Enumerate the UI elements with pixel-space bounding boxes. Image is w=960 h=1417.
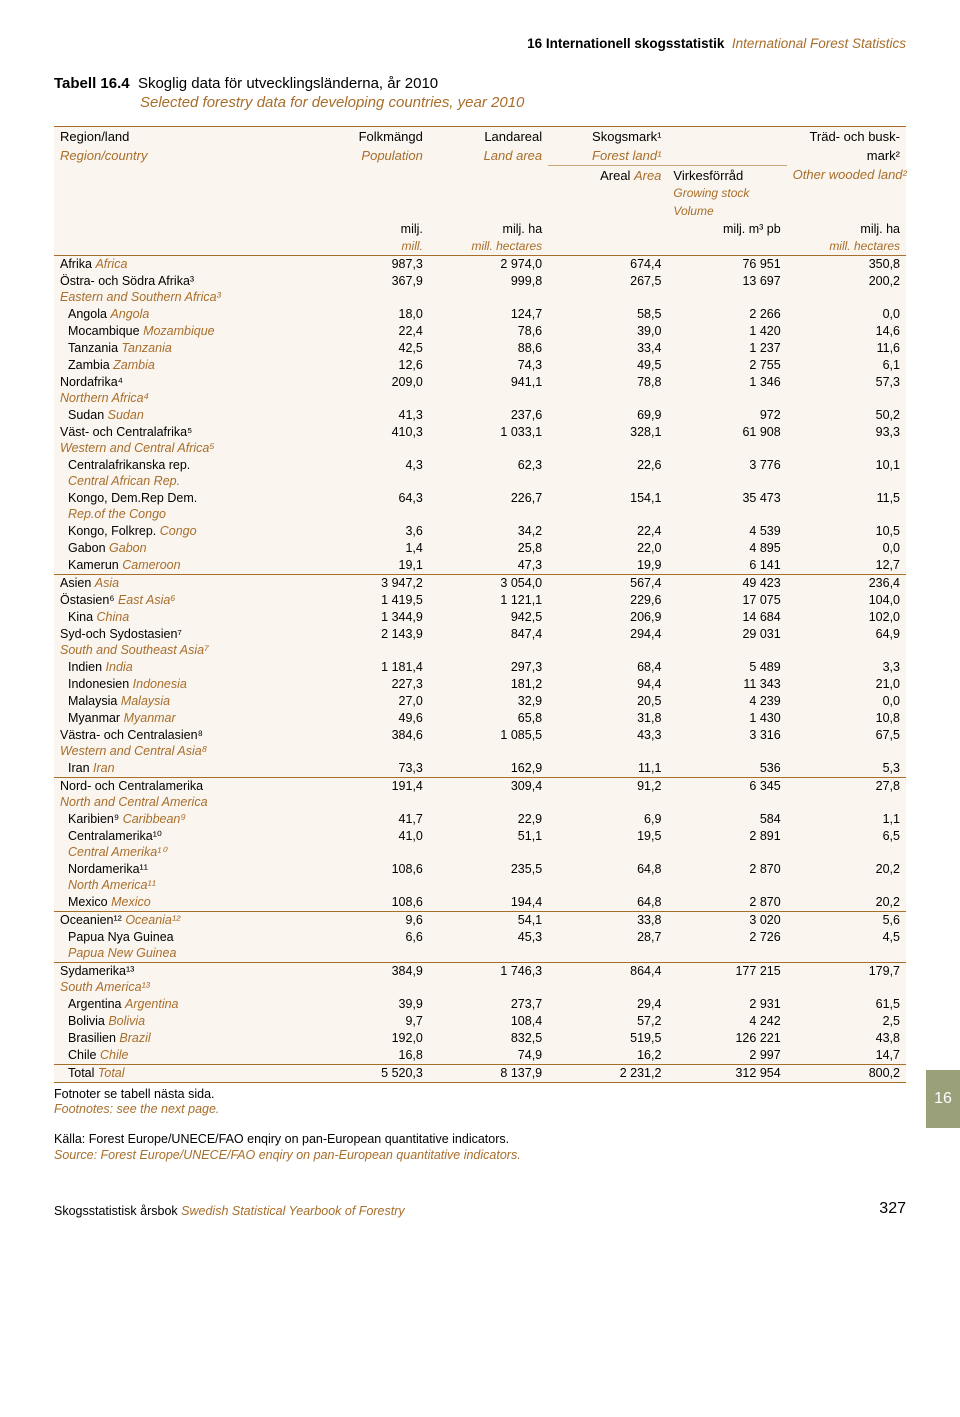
table-row: Tanzania Tanzania42,588,633,41 23711,6 <box>54 340 906 357</box>
table-row: Västra- och Centralasien⁸Western and Cen… <box>54 727 906 760</box>
footnote: Fotnoter se tabell nästa sida. Footnotes… <box>54 1087 906 1118</box>
table-row: Gabon Gabon1,425,822,04 8950,0 <box>54 540 906 557</box>
table-row: Iran Iran73,3162,911,15365,3 <box>54 760 906 778</box>
table-row: Oceanien¹² Oceania¹²9,654,133,83 0205,6 <box>54 911 906 929</box>
table-row: Nordamerika¹¹North America¹¹108,6235,564… <box>54 861 906 894</box>
source: Källa: Forest Europe/UNECE/FAO enqiry on… <box>54 1132 906 1163</box>
table-row: Syd-och Sydostasien⁷South and Southeast … <box>54 626 906 659</box>
chapter-side-tab: 16 <box>926 1070 960 1128</box>
table-title: Tabell 16.4 Skoglig data för utvecklings… <box>54 75 906 113</box>
table-row: Argentina Argentina39,9273,729,42 93161,… <box>54 996 906 1013</box>
table-row: Nord- och CentralamerikaNorth and Centra… <box>54 777 906 811</box>
table-row: Centralamerika¹⁰Central Amerika¹⁰41,051,… <box>54 828 906 861</box>
table-row: Angola Angola18,0124,758,52 2660,0 <box>54 306 906 323</box>
table-row: Bolivia Bolivia9,7108,457,24 2422,5 <box>54 1013 906 1030</box>
table-row: Asien Asia3 947,23 054,0567,449 423236,4 <box>54 574 906 592</box>
chapter-header: 16 Internationell skogsstatistik Interna… <box>54 36 906 53</box>
page-footer: Skogsstatistisk årsbok Swedish Statistic… <box>54 1199 906 1219</box>
table-row: Kamerun Cameroon19,147,319,96 14112,7 <box>54 557 906 575</box>
table-row: Östasien⁶ East Asia⁶1 419,51 121,1229,61… <box>54 592 906 609</box>
table-row: Nordafrika⁴Northern Africa⁴209,0941,178,… <box>54 374 906 407</box>
table-row: Kongo, Dem.Rep Dem.Rep.of the Congo64,32… <box>54 490 906 523</box>
table-row: Centralafrikanska rep.Central African Re… <box>54 457 906 490</box>
table-row: Väst- och Centralafrika⁵Western and Cent… <box>54 424 906 457</box>
table-row: Afrika Africa987,32 974,0674,476 951350,… <box>54 255 906 273</box>
table-row: Papua Nya GuineaPapua New Guinea6,645,32… <box>54 929 906 963</box>
table-row: Brasilien Brazil192,0832,5519,5126 22143… <box>54 1030 906 1047</box>
table-row: Kongo, Folkrep. Congo3,634,222,44 53910,… <box>54 523 906 540</box>
table-row: Sydamerika¹³South America¹³384,91 746,38… <box>54 962 906 996</box>
table-row: Chile Chile16,874,916,22 99714,7 <box>54 1047 906 1065</box>
table-row: Malaysia Malaysia27,032,920,54 2390,0 <box>54 693 906 710</box>
table-row: Myanmar Myanmar49,665,831,81 43010,8 <box>54 710 906 727</box>
table-row: Zambia Zambia12,674,349,52 7556,1 <box>54 357 906 374</box>
table-row: Mocambique Mozambique22,478,639,01 42014… <box>54 323 906 340</box>
table-row: Total Total5 520,38 137,92 231,2312 9548… <box>54 1064 906 1082</box>
table-row: Mexico Mexico108,6194,464,82 87020,2 <box>54 894 906 912</box>
data-table: Region/land Folkmängd Landareal Skogsmar… <box>54 126 906 1082</box>
table-row: Indonesien Indonesia227,3181,294,411 343… <box>54 676 906 693</box>
table-row: Karibien⁹ Caribbean⁹41,722,96,95841,1 <box>54 811 906 828</box>
table-row: Kina China1 344,9942,5206,914 684102,0 <box>54 609 906 626</box>
table-row: Indien India1 181,4297,368,45 4893,3 <box>54 659 906 676</box>
table-row: Sudan Sudan41,3237,669,997250,2 <box>54 407 906 424</box>
table-row: Östra- och Södra Afrika³Eastern and Sout… <box>54 273 906 306</box>
